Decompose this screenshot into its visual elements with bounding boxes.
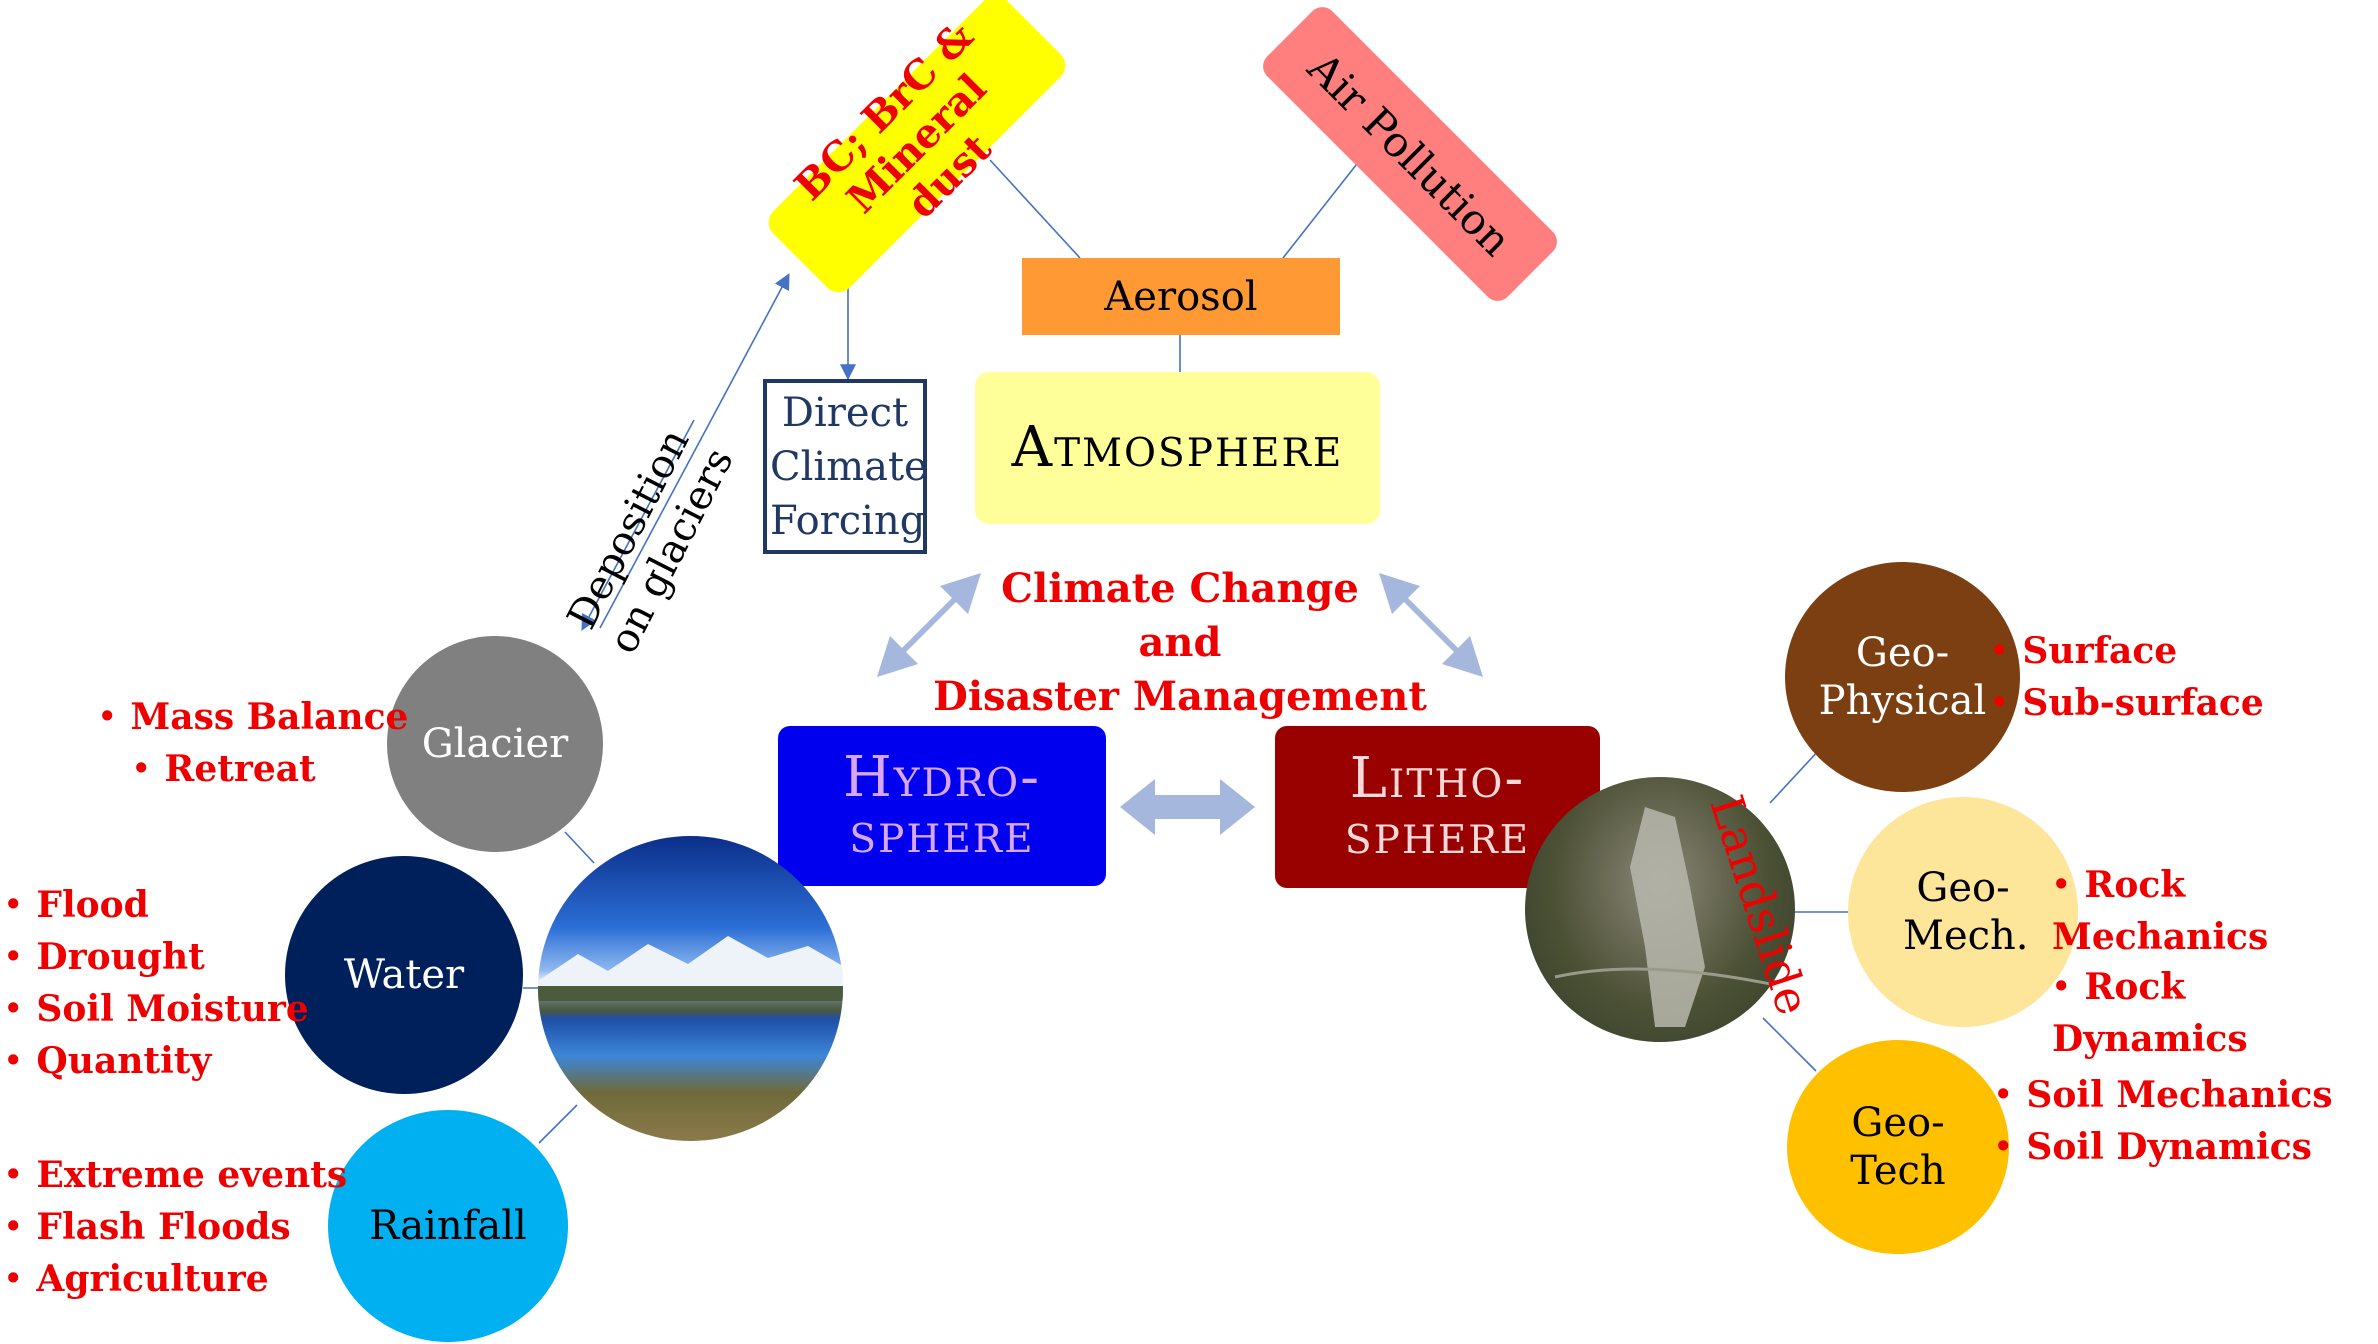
water-label: Water [343, 952, 465, 998]
mountain-icon [538, 936, 843, 1001]
geotech-label: Geo-Tech [1850, 1100, 1946, 1194]
water-item: Drought [4, 932, 309, 984]
geophysical-to-landslide-line [1769, 748, 1821, 804]
hydrosphere-box: Hydro-sphere [778, 726, 1106, 886]
glacier-circle: Glacier [387, 636, 603, 852]
deposition-down-arrow [581, 419, 695, 631]
glacier-to-photo-line [564, 831, 595, 864]
atmo-litho-double-arrow [1379, 573, 1483, 677]
lake-mountain-photo [538, 836, 843, 1141]
bc-to-aerosol-line [989, 159, 1081, 259]
direct-climate-forcing-label: Direct Climate Forcing [770, 389, 928, 544]
geotech-circle: Geo-Tech [1787, 1040, 2009, 1254]
rainfall-circle: Rainfall [328, 1110, 568, 1342]
lithosphere-label: Litho-sphere [1344, 746, 1531, 867]
landslide-scar-icon [1554, 807, 1786, 1027]
geophysical-item: Sub-surface [1990, 678, 2263, 730]
aerosol-label: Aerosol [1104, 273, 1258, 320]
water-item: Flood [4, 880, 309, 932]
deposition-up-arrow [599, 273, 790, 629]
rainfall-item: Flash Floods [4, 1202, 347, 1254]
water-items: Flood Drought Soil Moisture Quantity [4, 880, 309, 1088]
atmosphere-box: Atmosphere [975, 372, 1380, 524]
lithosphere-box: Litho-sphere [1275, 726, 1600, 888]
rainfall-item: Extreme events [4, 1150, 347, 1202]
geotech-item: Soil Dynamics [1994, 1122, 2333, 1174]
glacier-label: Glacier [421, 721, 569, 767]
center-title-line1: Climate Change [1001, 565, 1359, 612]
geomech-item: Rock Dynamics [2052, 962, 2378, 1064]
center-title-line3: Disaster Management [933, 673, 1427, 720]
rainfall-to-photo-line [538, 1104, 578, 1144]
hydrosphere-label: Hydro-sphere [842, 745, 1042, 866]
atmo-hydro-double-arrow [877, 573, 981, 677]
geotech-items: Soil Mechanics Soil Dynamics [1994, 1070, 2333, 1174]
water-circle: Water [285, 856, 523, 1094]
geophysical-label: Geo-Physical [1818, 630, 1987, 724]
pollution-to-aerosol-line [1282, 159, 1361, 259]
rainfall-item: Agriculture [4, 1254, 347, 1306]
geophysical-circle: Geo-Physical [1785, 562, 2020, 792]
rainfall-label: Rainfall [369, 1203, 527, 1249]
glacier-item: Retreat [98, 744, 408, 796]
geomech-items: Rock Mechanics Rock Dynamics [2052, 860, 2378, 1064]
geophysical-item: Surface [1990, 626, 2264, 678]
glacier-items: Mass Balance Retreat [98, 692, 408, 796]
geomech-label: Geo-Mech. [1903, 865, 2029, 959]
geomech-circle: Geo-Mech. [1848, 797, 2078, 1027]
water-item: Soil Moisture [4, 984, 308, 1036]
aerosol-box: Aerosol [1022, 258, 1340, 335]
geomech-item: Rock Mechanics [2052, 860, 2378, 962]
landslide-photo [1525, 777, 1795, 1042]
hydro-litho-double-arrow [1120, 779, 1255, 835]
center-title-line2: and [1138, 619, 1222, 666]
rainfall-items: Extreme events Flash Floods Agriculture [4, 1150, 347, 1306]
direct-climate-forcing-box: Direct Climate Forcing [763, 379, 928, 554]
atmosphere-label: Atmosphere [1011, 415, 1344, 480]
center-title: Climate Change and Disaster Management [930, 562, 1430, 724]
geotech-item: Soil Mechanics [1994, 1070, 2332, 1122]
geophysical-items: Surface Sub-surface [1990, 626, 2264, 730]
water-item: Quantity [4, 1036, 309, 1088]
glacier-item: Mass Balance [98, 692, 408, 744]
geotech-to-landslide-line [1762, 1017, 1817, 1072]
